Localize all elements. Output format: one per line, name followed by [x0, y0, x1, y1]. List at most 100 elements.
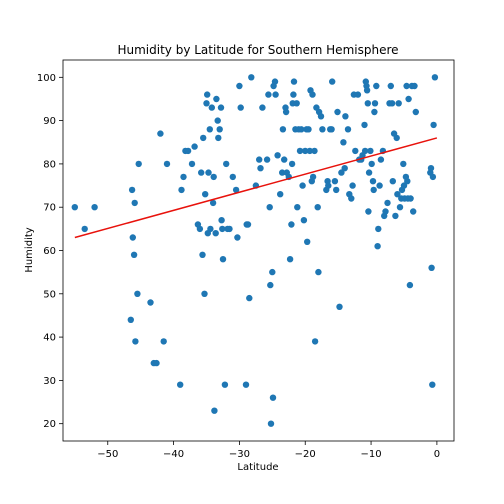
data-point-47	[218, 217, 225, 224]
data-point-45	[216, 126, 223, 133]
data-point-22	[188, 160, 196, 168]
regression-layer	[74, 137, 438, 239]
data-point-147	[364, 100, 371, 107]
y-axis-label: Humidity	[24, 227, 35, 272]
data-point-5	[129, 234, 136, 241]
data-point-38	[209, 199, 217, 207]
data-point-14	[157, 130, 164, 137]
data-point-65	[256, 156, 263, 163]
data-point-89	[288, 160, 296, 168]
data-point-53	[226, 225, 233, 233]
data-point-15	[160, 338, 167, 345]
data-point-116	[317, 113, 325, 120]
data-point-72	[267, 420, 275, 427]
data-point-31	[203, 100, 210, 107]
y-tick-label: 40	[43, 333, 56, 344]
y-tick-label: 90	[43, 116, 56, 127]
data-point-114	[315, 268, 322, 276]
data-point-184	[405, 95, 412, 103]
data-point-76	[271, 78, 279, 85]
data-point-73	[269, 268, 276, 276]
data-point-25	[196, 225, 204, 233]
data-point-111	[311, 338, 319, 345]
data-point-68	[263, 156, 271, 163]
data-point-63	[248, 74, 255, 81]
data-point-95	[294, 204, 301, 211]
data-point-126	[334, 108, 341, 116]
data-point-29	[201, 290, 208, 297]
y-tick-label: 50	[43, 289, 56, 300]
data-point-124	[331, 178, 339, 185]
data-point-149	[365, 169, 373, 176]
y-tick-label: 100	[37, 73, 56, 84]
data-point-186	[407, 195, 414, 202]
data-point-167	[388, 100, 396, 107]
data-point-37	[208, 104, 215, 111]
data-point-30	[202, 191, 209, 198]
data-point-138	[354, 91, 362, 98]
plot-area	[71, 74, 439, 427]
data-point-163	[382, 208, 389, 215]
data-point-91	[290, 91, 297, 98]
data-point-168	[389, 178, 396, 185]
data-point-156	[373, 82, 380, 90]
data-point-142	[361, 121, 368, 129]
data-point-59	[242, 381, 250, 388]
data-point-150	[367, 147, 374, 155]
data-point-44	[215, 134, 222, 142]
data-point-77	[272, 91, 279, 98]
data-point-69	[265, 91, 272, 98]
data-point-101	[302, 147, 309, 155]
x-tick-label: −10	[361, 449, 382, 460]
data-point-8	[132, 338, 139, 345]
data-point-80	[279, 169, 286, 176]
regression-line	[74, 137, 438, 239]
data-point-131	[342, 113, 349, 120]
data-point-117	[319, 126, 326, 133]
data-point-92	[290, 78, 298, 85]
data-point-99	[299, 182, 306, 189]
data-point-174	[396, 204, 404, 211]
y-axis: 20 30 40 50 60 70 80 90 100	[37, 73, 63, 430]
data-point-170	[392, 212, 399, 220]
data-point-189	[411, 82, 418, 90]
data-point-54	[229, 173, 236, 181]
y-tick-label: 70	[43, 203, 56, 214]
data-point-97	[296, 147, 304, 155]
data-point-103	[304, 238, 311, 245]
data-point-43	[214, 117, 221, 124]
data-point-94	[293, 100, 300, 107]
data-point-158	[375, 225, 382, 233]
data-point-41	[212, 230, 219, 237]
data-point-88	[288, 221, 295, 228]
data-point-55	[232, 186, 240, 194]
data-point-157	[374, 243, 381, 250]
data-point-148	[365, 208, 372, 215]
data-point-194	[429, 381, 436, 388]
data-point-6	[130, 251, 138, 258]
data-point-78	[274, 152, 281, 159]
data-point-58	[237, 104, 244, 111]
data-point-135	[349, 182, 356, 189]
data-point-49	[219, 256, 227, 263]
data-point-164	[384, 199, 391, 207]
data-point-32	[204, 91, 211, 98]
x-axis-label: Latitude	[237, 462, 278, 473]
data-point-137	[352, 147, 359, 155]
x-axis: −50 −40 −30 −20 −10 0	[97, 441, 440, 460]
data-point-11	[147, 299, 154, 306]
data-point-34	[205, 169, 212, 176]
data-point-51	[223, 160, 230, 168]
data-point-7	[131, 199, 138, 207]
data-point-160	[377, 156, 385, 163]
data-point-196	[430, 121, 437, 129]
data-point-0	[71, 204, 79, 211]
data-point-39	[210, 173, 217, 181]
x-tick-label: −30	[229, 449, 250, 460]
data-point-153	[370, 186, 377, 194]
data-point-143	[361, 147, 369, 155]
data-point-42	[213, 95, 220, 103]
data-point-172	[394, 191, 401, 198]
data-point-188	[410, 208, 417, 215]
